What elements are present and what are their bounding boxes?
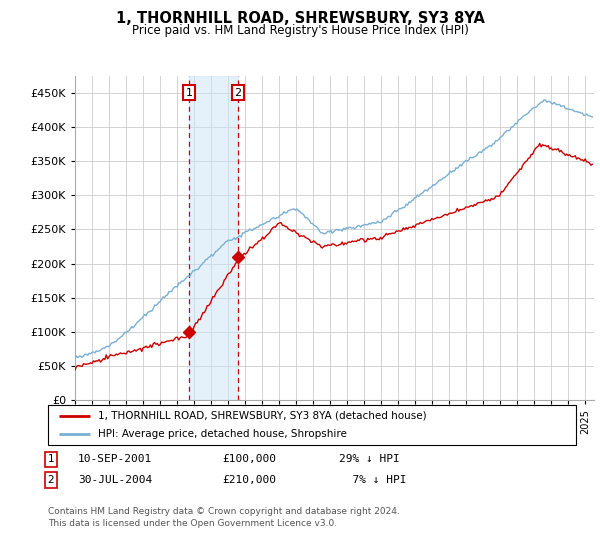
Text: 1: 1 [185,88,193,97]
Text: 2: 2 [47,475,55,485]
Text: £100,000: £100,000 [222,454,276,464]
Text: HPI: Average price, detached house, Shropshire: HPI: Average price, detached house, Shro… [98,430,347,439]
Text: 1: 1 [47,454,55,464]
Text: 10-SEP-2001: 10-SEP-2001 [78,454,152,464]
Text: 29% ↓ HPI: 29% ↓ HPI [339,454,400,464]
Text: 30-JUL-2004: 30-JUL-2004 [78,475,152,485]
Text: 1, THORNHILL ROAD, SHREWSBURY, SY3 8YA (detached house): 1, THORNHILL ROAD, SHREWSBURY, SY3 8YA (… [98,411,427,421]
Bar [189,76,238,400]
Text: Price paid vs. HM Land Registry's House Price Index (HPI): Price paid vs. HM Land Registry's House … [131,24,469,36]
Text: £210,000: £210,000 [222,475,276,485]
Text: 7% ↓ HPI: 7% ↓ HPI [339,475,407,485]
Text: Contains HM Land Registry data © Crown copyright and database right 2024.
This d: Contains HM Land Registry data © Crown c… [48,507,400,528]
Text: 2: 2 [235,88,242,97]
Text: 1, THORNHILL ROAD, SHREWSBURY, SY3 8YA: 1, THORNHILL ROAD, SHREWSBURY, SY3 8YA [116,11,484,26]
